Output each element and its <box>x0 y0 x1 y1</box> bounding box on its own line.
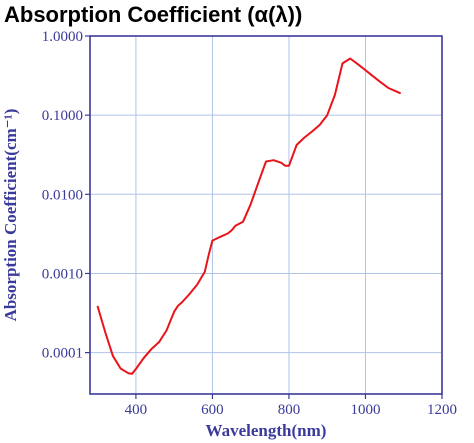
y-tick-label: 0.1000 <box>42 108 83 124</box>
x-tick-label: 800 <box>278 402 301 418</box>
y-tick-label: 0.0010 <box>42 266 83 282</box>
y-tick-label: 0.0001 <box>42 346 83 362</box>
x-tick-label: 600 <box>201 402 224 418</box>
x-tick-label: 400 <box>125 402 148 418</box>
chart-title: Absorption Coefficient (α(λ)) <box>4 2 302 27</box>
x-tick-label: 1000 <box>350 402 380 418</box>
y-axis-title: Absorption Coefficient(cm⁻¹) <box>1 109 20 322</box>
x-tick-label: 1200 <box>427 402 457 418</box>
series-layer <box>96 57 401 375</box>
series-line <box>96 57 401 375</box>
y-tick-label: 1.0000 <box>42 29 83 45</box>
grid <box>90 35 443 394</box>
y-tick-label: 0.0100 <box>42 187 83 203</box>
axis-ticks: 400 600 800 1000 1200 0.0001 0.0010 0.0100 0.100… <box>42 29 457 418</box>
x-axis-title: Wavelength(nm) <box>206 421 327 440</box>
plot-frame <box>89 35 443 395</box>
